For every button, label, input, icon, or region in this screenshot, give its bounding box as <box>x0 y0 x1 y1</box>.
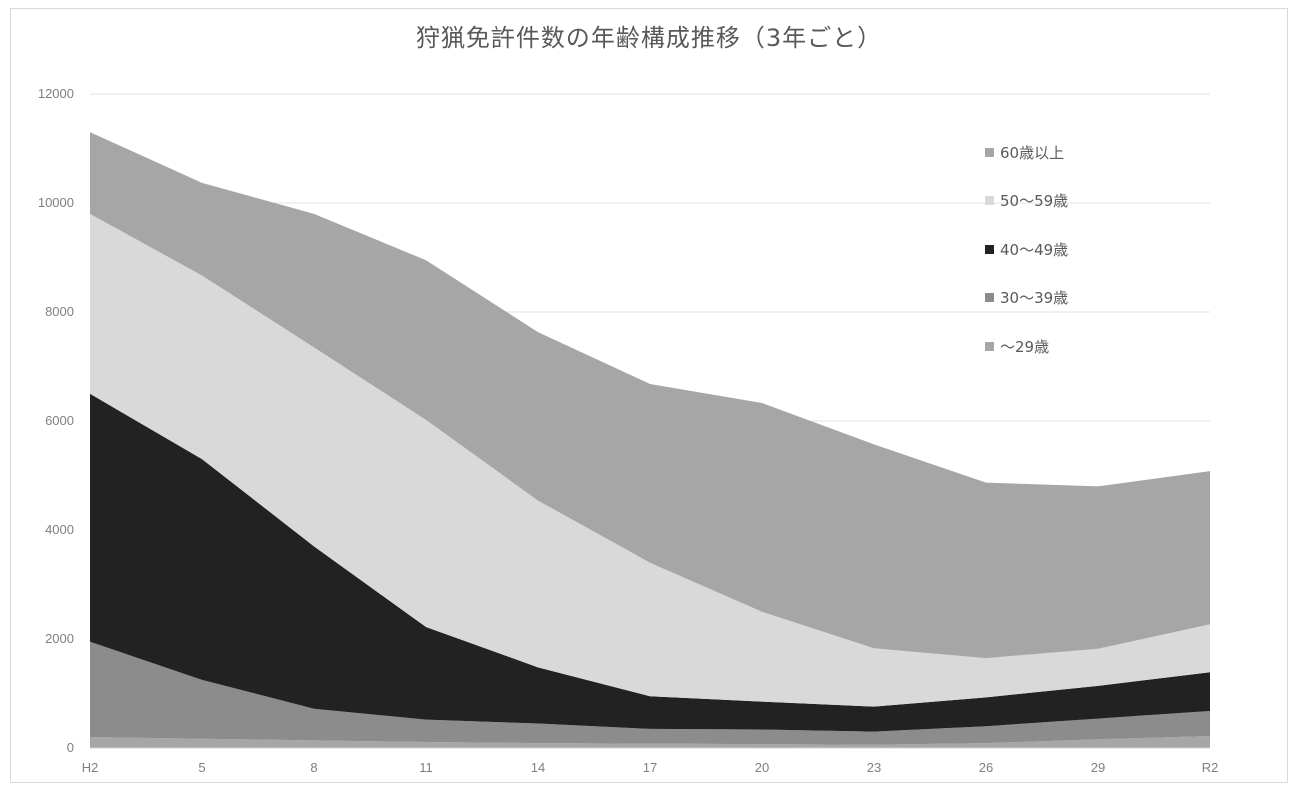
x-tick-label: H2 <box>82 760 99 775</box>
legend-label: 50～59歳 <box>1000 192 1069 210</box>
legend-swatch <box>985 196 994 205</box>
y-tick-label: 4000 <box>45 522 74 537</box>
area-series-band <box>90 213 1210 707</box>
legend-item: 50～59歳 <box>985 189 1120 213</box>
legend-swatch <box>985 293 994 302</box>
y-tick-label: 6000 <box>45 413 74 428</box>
x-tick-label: 8 <box>310 760 317 775</box>
x-tick-label: R2 <box>1202 760 1219 775</box>
y-tick-label: 2000 <box>45 631 74 646</box>
x-tick-label: 14 <box>531 760 545 775</box>
chart-title: 狩猟免許件数の年齢構成推移（3年ごと） <box>415 24 883 52</box>
x-tick-label: 17 <box>643 760 657 775</box>
legend-swatch <box>985 244 994 254</box>
legend-swatch <box>985 341 994 351</box>
legend-item: 60歳以上 <box>985 140 1120 164</box>
legend-label: 40～49歳 <box>1000 240 1069 259</box>
y-tick-label: 8000 <box>45 304 74 319</box>
y-axis: 0 2000 4000 6000 8000 10000 12000 <box>38 86 74 755</box>
x-tick-label: 26 <box>979 760 993 775</box>
legend-label: 30～39歳 <box>1000 289 1069 307</box>
legend-item: 40～49歳 <box>985 237 1120 261</box>
y-tick-label: 0 <box>67 740 74 755</box>
x-tick-label: 23 <box>867 760 881 775</box>
legend-label: 60歳以上 <box>1000 143 1065 162</box>
x-tick-label: 5 <box>198 760 205 775</box>
area-series <box>90 132 1210 748</box>
legend: 60歳以上 50～59歳 40～49歳 30～39歳 ～29歳 <box>985 140 1120 383</box>
y-tick-label: 12000 <box>38 86 74 101</box>
area-series-band <box>90 736 1210 748</box>
legend-label: ～29歳 <box>1000 337 1050 356</box>
y-tick-label: 10000 <box>38 195 74 210</box>
x-tick-label: 29 <box>1091 760 1105 775</box>
area-series-band <box>90 641 1210 745</box>
area-series-band <box>90 132 1210 659</box>
legend-swatch <box>985 147 994 157</box>
x-tick-label: 11 <box>419 760 433 775</box>
x-axis: H2 5 8 11 14 17 20 23 26 29 R2 <box>82 747 1219 775</box>
area-series-band <box>90 393 1210 732</box>
legend-item: 30～39歳 <box>985 286 1120 310</box>
x-tick-label: 20 <box>755 760 769 775</box>
legend-item: ～29歳 <box>985 334 1120 358</box>
